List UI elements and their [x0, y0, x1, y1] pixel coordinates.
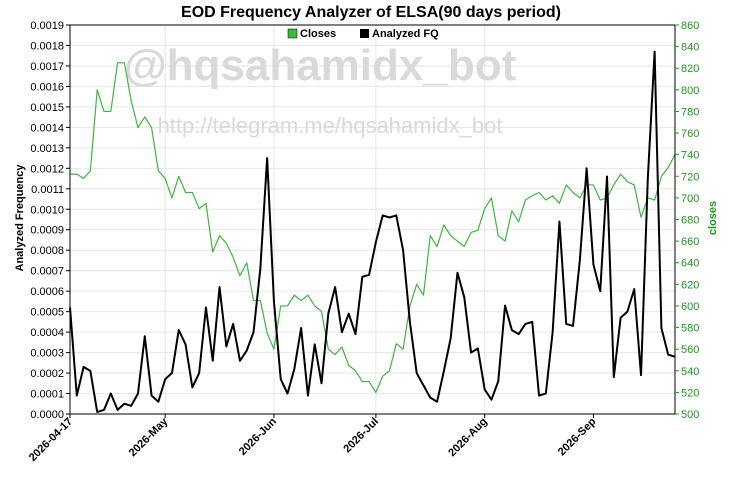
left-axis: 0.0000 0.0001 0.0002 0.0003 0.0004 0.0005 0.00…	[30, 20, 70, 421]
right-tick-label: 700	[681, 193, 699, 205]
y-axis-label-left: Analyzed Frequency	[14, 164, 26, 272]
right-tick-label: 560	[681, 344, 699, 356]
left-tick-label: 0.0011	[31, 184, 64, 196]
left-tick-label: 0.0019	[30, 20, 64, 32]
left-tick-label: 0.0013	[30, 143, 64, 155]
right-tick-label: 660	[681, 236, 699, 248]
right-tick-label: 840	[681, 42, 699, 54]
watermark: @hqsahamidx_bot	[124, 41, 517, 90]
series-line-analyzed-fq	[69, 50, 676, 413]
right-tick-label: 760	[681, 128, 699, 140]
left-tick-label: 0.0015	[30, 102, 64, 114]
left-tick-label: 0.0000	[30, 409, 64, 421]
left-tick-label: 0.0001	[30, 389, 64, 401]
right-tick-label: 740	[681, 150, 699, 162]
left-tick-label: 0.0014	[30, 122, 64, 134]
left-tick-label: 0.0007	[30, 266, 64, 278]
left-tick-label: 0.0012	[30, 163, 64, 175]
watermark-url: http://telegram.me/hqsahamidx_bot	[158, 113, 503, 138]
left-tick-label: 0.0010	[30, 204, 64, 216]
right-tick-label: 580	[681, 323, 699, 335]
right-axis: 500 520 540 560 580 600 620 640 660 680 700 720 740 7…	[675, 20, 699, 421]
legend-swatch-analyzed-fq	[360, 29, 369, 38]
left-tick-label: 0.0018	[30, 40, 64, 52]
right-tick-label: 500	[681, 409, 699, 421]
left-tick-label: 0.0003	[30, 348, 64, 360]
right-tick-label: 860	[681, 20, 699, 32]
left-tick-label: 0.0006	[30, 286, 64, 298]
legend-swatch-closes	[287, 28, 298, 39]
right-tick-label: 640	[681, 258, 699, 270]
right-tick-label: 540	[681, 366, 699, 378]
left-tick-label: 0.0017	[30, 61, 64, 73]
right-tick-label: 600	[681, 301, 699, 313]
left-tick-label: 0.0008	[30, 245, 64, 257]
series-layer	[69, 50, 676, 413]
legend-label-analyzed-fq: Analyzed FQ	[372, 28, 439, 40]
series-line-closes	[70, 62, 676, 393]
right-tick-label: 780	[681, 106, 699, 118]
right-tick-label: 720	[681, 171, 699, 183]
left-tick-label: 0.0016	[30, 81, 64, 93]
right-tick-label: 800	[681, 85, 699, 97]
left-tick-label: 0.0004	[30, 327, 64, 339]
right-tick-label: 520	[681, 387, 699, 399]
y-axis-label-right: closes	[707, 201, 719, 235]
chart-title: EOD Frequency Analyzer of ELSA(90 days p…	[181, 4, 561, 21]
right-tick-label: 820	[681, 63, 699, 75]
left-tick-label: 0.0009	[30, 225, 64, 237]
right-tick-label: 620	[681, 279, 699, 291]
left-tick-label: 0.0002	[30, 368, 64, 380]
right-tick-label: 680	[681, 215, 699, 227]
left-tick-label: 0.0005	[30, 307, 64, 319]
legend-label-closes: Closes	[300, 28, 336, 40]
legend: Closes Analyzed FQ	[287, 28, 439, 40]
